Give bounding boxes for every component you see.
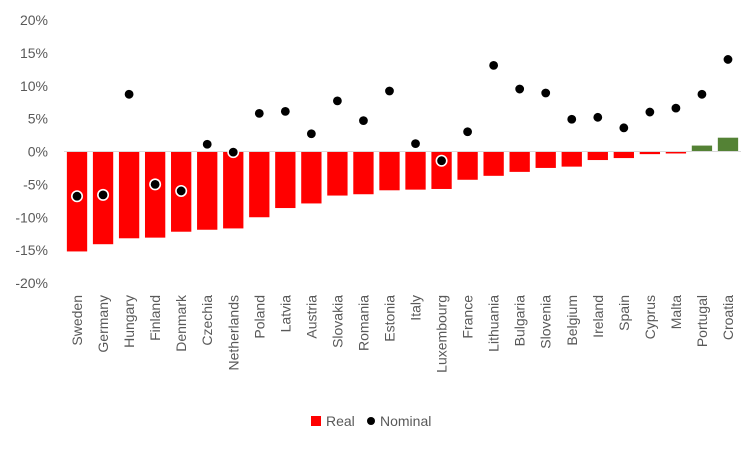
x-category-label: Sweden	[69, 295, 85, 346]
x-category-label: Spain	[616, 295, 632, 331]
nominal-point-finland	[149, 178, 162, 191]
x-category-label: Luxembourg	[434, 295, 450, 373]
real-bar-belgium	[561, 151, 582, 167]
real-bar-italy	[405, 151, 426, 190]
x-category-label: France	[460, 295, 476, 339]
x-category-label: Hungary	[121, 295, 137, 348]
real-bar-cyprus	[639, 151, 661, 155]
real-bar-slovenia	[535, 151, 556, 168]
nominal-point-slovenia	[539, 86, 552, 99]
real-bar-portugal	[691, 145, 713, 152]
y-tick-label: -15%	[15, 242, 48, 258]
real-bar-latvia	[275, 151, 296, 209]
real-bar-hungary	[118, 151, 140, 239]
nominal-point-cyprus	[643, 106, 656, 119]
real-bar-croatia	[717, 137, 739, 152]
nominal-point-bulgaria	[513, 83, 526, 96]
nominal-point-germany	[97, 188, 110, 201]
nominal-point-netherlands	[227, 146, 240, 159]
x-category-label: Italy	[408, 295, 424, 321]
legend-nominal-marker	[367, 417, 375, 425]
nominal-point-denmark	[175, 184, 188, 197]
y-tick-label: 0%	[28, 144, 48, 160]
x-category-label: Portugal	[694, 295, 710, 347]
nominal-point-austria	[305, 127, 318, 140]
y-tick-label: 15%	[20, 45, 48, 61]
y-tick-label: -10%	[15, 209, 48, 225]
x-axis: Sweden Germany Hungary Finland Denmark Czechi…	[69, 294, 736, 373]
legend-real-swatch	[311, 416, 321, 426]
nominal-point-czechia	[201, 138, 214, 151]
y-tick-label: 10%	[20, 78, 48, 94]
x-category-label: Czechia	[199, 295, 215, 346]
nominal-point-poland	[253, 107, 266, 120]
x-category-label: Belgium	[564, 295, 580, 346]
y-tick-label: -5%	[23, 176, 48, 192]
nominal-point-hungary	[123, 88, 136, 101]
real-bar-finland	[144, 151, 166, 238]
nominal-point-luxembourg	[435, 154, 448, 167]
nominal-point-lithuania	[487, 59, 500, 72]
x-category-label: Germany	[95, 295, 111, 353]
x-category-label: Slovakia	[329, 295, 345, 348]
nominal-point-france	[461, 125, 474, 138]
x-category-label: Poland	[251, 295, 267, 339]
real-bar-ireland	[587, 151, 608, 161]
y-axis: 20% 15% 10% 5% 0% -5% -10% -15% -20%	[15, 12, 48, 291]
nominal-markers	[71, 53, 734, 203]
nominal-point-belgium	[565, 113, 578, 126]
x-category-label: Lithuania	[486, 295, 502, 352]
real-bar-estonia	[379, 151, 400, 191]
x-category-label: Denmark	[173, 294, 189, 352]
x-category-label: Croatia	[720, 295, 736, 340]
x-category-label: Estonia	[381, 295, 397, 342]
nominal-point-slovakia	[331, 94, 344, 107]
real-bar-slovakia	[327, 151, 348, 196]
x-category-label: Romania	[355, 295, 371, 351]
nominal-point-romania	[357, 114, 370, 127]
real-bar-poland	[249, 151, 270, 218]
nominal-point-latvia	[279, 105, 292, 118]
legend: Real Nominal	[311, 413, 431, 429]
nominal-point-italy	[409, 137, 422, 150]
nominal-point-croatia	[721, 53, 734, 66]
y-tick-label: -20%	[15, 275, 48, 291]
real-bar-austria	[301, 151, 322, 204]
nominal-point-sweden	[71, 190, 84, 203]
nominal-point-spain	[617, 121, 630, 134]
real-bar-malta	[665, 151, 687, 154]
nominal-point-estonia	[383, 85, 396, 98]
real-bars	[66, 137, 739, 252]
real-bar-bulgaria	[509, 151, 530, 172]
x-category-label: Austria	[303, 295, 319, 339]
x-category-label: Latvia	[277, 295, 293, 333]
real-bar-lithuania	[483, 151, 504, 176]
real-bar-czechia	[197, 151, 218, 230]
legend-real-label: Real	[326, 413, 355, 429]
real-bar-france	[457, 151, 478, 180]
y-tick-label: 20%	[20, 12, 48, 28]
y-tick-label: 5%	[28, 111, 48, 127]
x-category-label: Ireland	[590, 295, 606, 338]
nominal-point-portugal	[695, 88, 708, 101]
real-bar-netherlands	[223, 151, 244, 229]
x-category-label: Bulgaria	[512, 295, 528, 347]
x-category-label: Cyprus	[642, 295, 658, 339]
real-bar-romania	[353, 151, 374, 195]
x-category-label: Slovenia	[538, 295, 554, 349]
real-bar-spain	[613, 151, 634, 159]
x-category-label: Finland	[147, 295, 163, 341]
nominal-point-malta	[669, 102, 682, 115]
legend-nominal-label: Nominal	[380, 413, 431, 429]
x-category-label: Netherlands	[225, 295, 241, 371]
x-category-label: Malta	[668, 295, 684, 329]
nominal-point-ireland	[591, 111, 604, 124]
